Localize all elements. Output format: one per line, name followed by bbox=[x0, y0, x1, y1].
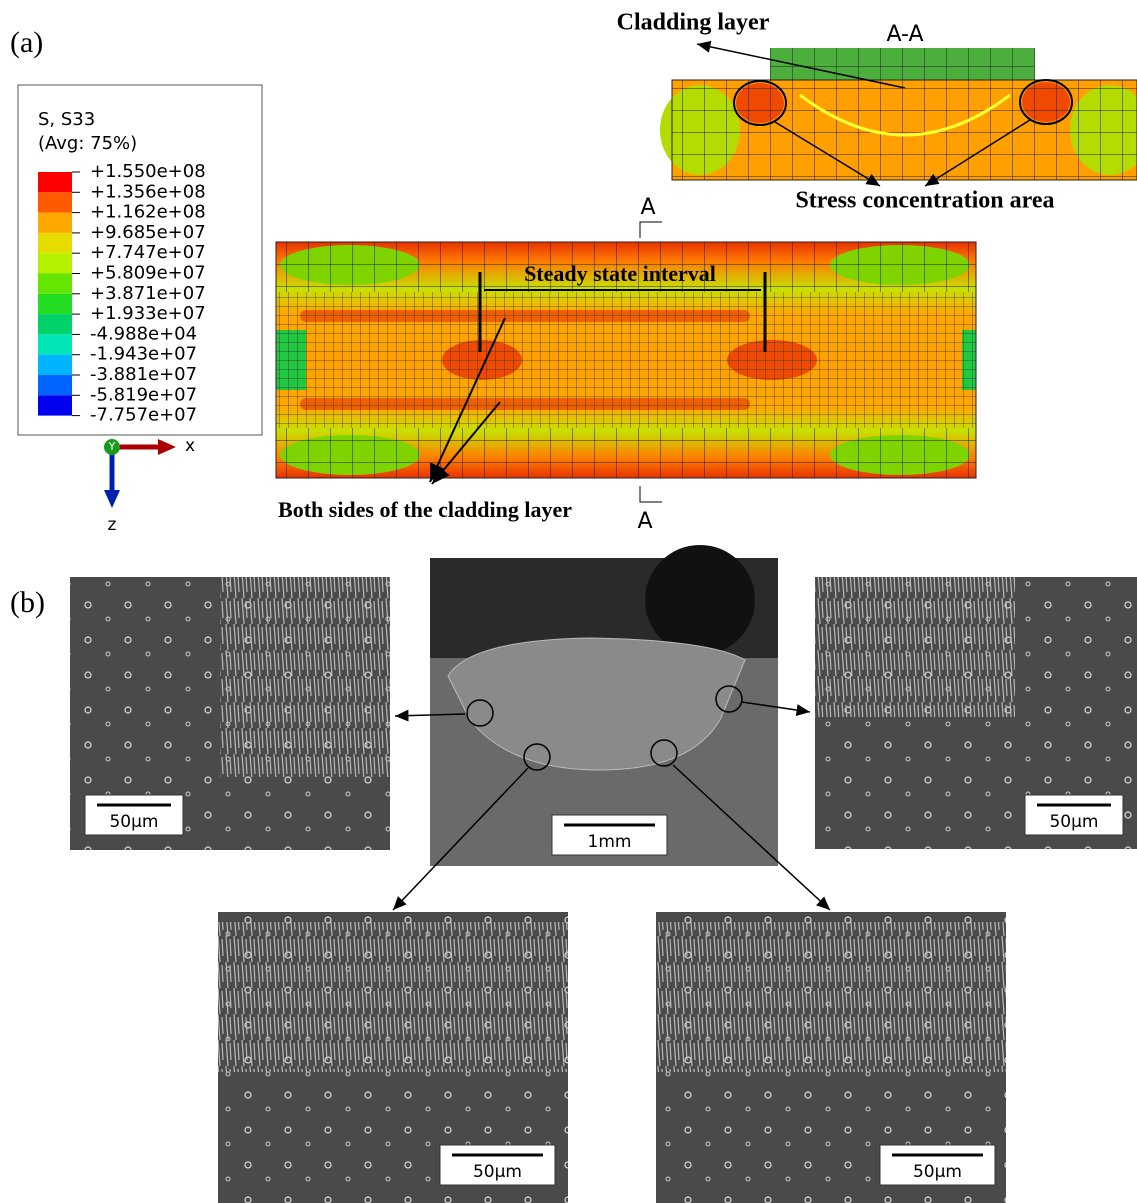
x-arrow-head bbox=[158, 439, 176, 455]
legend-swatch bbox=[38, 274, 72, 294]
scale-label: 50µm bbox=[109, 812, 158, 832]
figure: (a) S, S33 (Avg: 75%) +1.550e+08+1.356e+… bbox=[0, 0, 1137, 1203]
panel-label: (a) bbox=[10, 26, 43, 59]
legend-swatch bbox=[38, 334, 72, 354]
scale-label: 50µm bbox=[913, 1162, 962, 1182]
legend-swatch bbox=[38, 253, 72, 273]
legend-swatch bbox=[38, 395, 72, 415]
legend-swatch bbox=[38, 294, 72, 314]
annotation: Stress concentration area bbox=[795, 188, 1054, 214]
dendrites bbox=[218, 922, 568, 1072]
legend-swatch bbox=[38, 172, 72, 192]
legend-label: +1.162e+08 bbox=[90, 202, 206, 223]
legend-label: -5.819e+07 bbox=[90, 384, 197, 405]
dendrites bbox=[656, 922, 1006, 1072]
legend-label: +7.747e+07 bbox=[90, 242, 206, 263]
legend-label: +1.550e+08 bbox=[90, 161, 206, 182]
legend-label: -7.757e+07 bbox=[90, 405, 197, 426]
legend-label: +1.356e+08 bbox=[90, 181, 206, 202]
section-mark bbox=[640, 486, 662, 502]
legend-label: +3.871e+07 bbox=[90, 283, 206, 304]
triad-z: z bbox=[108, 515, 117, 535]
legend-label: -1.943e+07 bbox=[90, 344, 197, 365]
scale-label: 50µm bbox=[1049, 812, 1098, 832]
legend-scale: +1.550e+08+1.356e+08+1.162e+08+9.685e+07… bbox=[38, 161, 206, 426]
legend-swatch bbox=[38, 355, 72, 375]
section-label-top: A bbox=[640, 195, 655, 220]
panel-label: (b) bbox=[10, 586, 45, 619]
cross-section bbox=[660, 48, 1137, 180]
legend-subtitle: (Avg: 75%) bbox=[38, 133, 137, 154]
legend-swatch bbox=[38, 192, 72, 212]
section-mark bbox=[640, 222, 662, 238]
dendrites bbox=[220, 577, 390, 777]
triad-y: Y bbox=[108, 440, 116, 453]
micrographs: 50µm 1mm 50µm 50µm 50µm bbox=[70, 545, 1137, 1203]
z-arrow-head bbox=[104, 490, 120, 508]
legend-label: -3.881e+07 bbox=[90, 364, 197, 385]
annotation: Steady state interval bbox=[524, 261, 716, 286]
triad-x: x bbox=[185, 436, 195, 456]
legend-label: +9.685e+07 bbox=[90, 222, 206, 243]
scale-label: 1mm bbox=[588, 832, 632, 852]
scale-label: 50µm bbox=[473, 1162, 522, 1182]
dendrites bbox=[815, 577, 1015, 717]
legend-swatch bbox=[38, 375, 72, 395]
legend-swatch bbox=[38, 213, 72, 233]
legend-swatch bbox=[38, 233, 72, 253]
legend-label: -4.988e+04 bbox=[90, 323, 197, 344]
section-title: A-A bbox=[886, 22, 923, 47]
annotation: Both sides of the cladding layer bbox=[278, 497, 572, 522]
section-label-bottom: A bbox=[637, 509, 652, 534]
micrograph-feature bbox=[645, 545, 755, 655]
legend-title: S, S33 bbox=[38, 109, 95, 130]
legend-label: +1.933e+07 bbox=[90, 303, 206, 324]
legend-label: +5.809e+07 bbox=[90, 263, 206, 284]
legend-swatch bbox=[38, 314, 72, 334]
annotation: Cladding layer bbox=[617, 10, 770, 36]
